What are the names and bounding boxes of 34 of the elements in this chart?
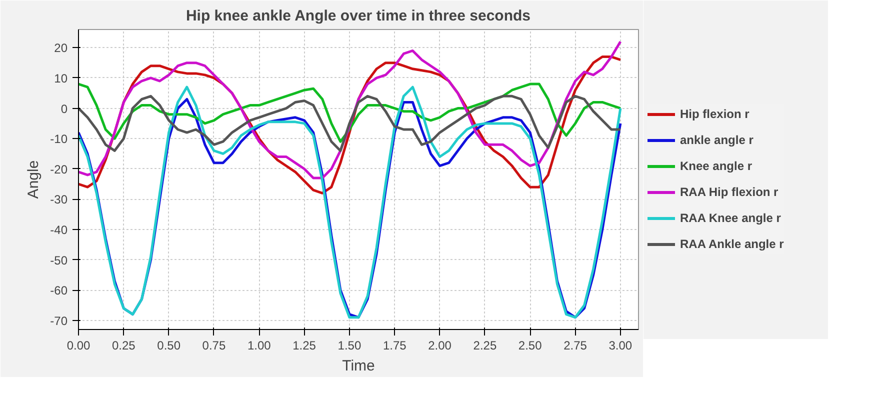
y-tick-label: 0 [60,102,68,116]
y-tick-label: -50 [50,253,68,268]
y-tick-label: 10 [54,71,68,86]
legend-label: RAA Ankle angle r [680,237,784,251]
line-series [78,82,622,143]
x-tick-label: 2.00 [428,338,452,352]
x-tick-label: 2.50 [518,338,542,352]
x-tick-label: 0.25 [112,338,136,352]
y-tick-label: -20 [50,162,68,176]
x-tick-label: 0.75 [202,338,226,352]
legend-label: ankle angle r [680,133,754,147]
y-tick-label: -30 [50,192,68,207]
legend-label: Knee angle r [680,159,752,173]
x-axis-title: Time [342,358,375,374]
y-tick-label: -10 [50,132,68,146]
x-tick-label: 3.00 [608,338,632,352]
legend-label: Hip flexion r [680,107,750,121]
chart-title: Hip knee ankle Angle over time in three seconds [186,8,531,24]
legend-label: RAA Knee angle r [680,211,781,225]
y-axis-title: Angle [25,160,42,199]
x-tick-label: 2.75 [564,338,588,352]
x-tick-label: 1.00 [247,338,272,352]
x-tick-label: 0.00 [66,338,91,352]
legend-label: RAA Hip flexion r [680,185,778,199]
y-tick-label: -70 [50,314,68,328]
x-tick-label: 2.25 [473,338,497,352]
y-tick-label: 20 [54,41,68,56]
y-tick-label: -60 [50,284,68,298]
line-series [78,94,622,152]
x-tick-label: 0.50 [157,338,181,352]
x-tick-label: 1.75 [382,338,407,352]
x-tick-label: 1.25 [292,338,316,352]
y-tick-label: -40 [50,223,68,237]
x-tick-label: 1.50 [338,338,362,352]
